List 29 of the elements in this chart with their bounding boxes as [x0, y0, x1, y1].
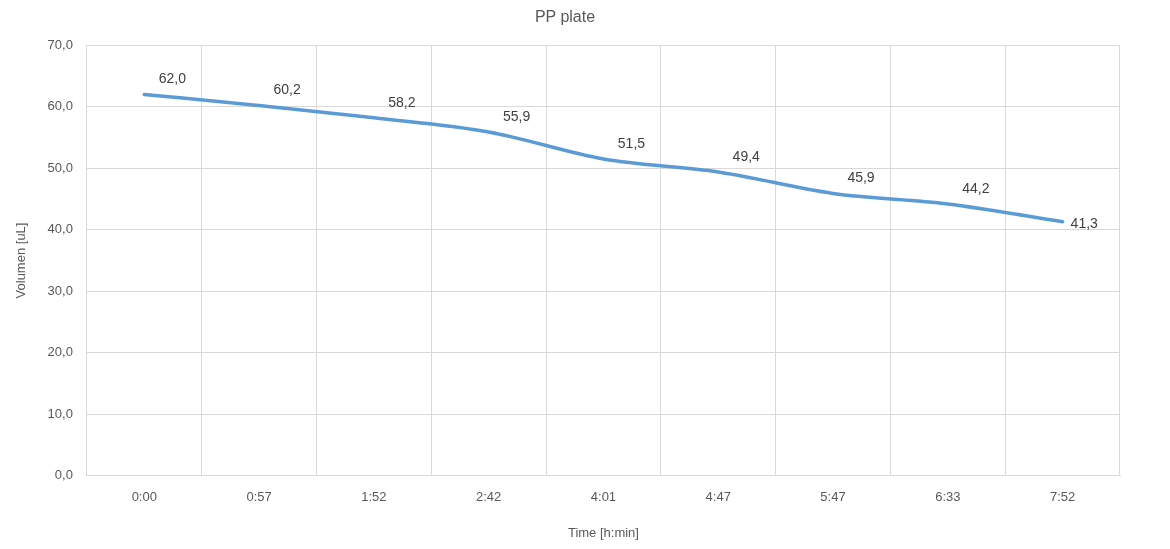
- x-axis-title: Time [h:min]: [567, 524, 639, 540]
- y-tick-label: 60,0: [47, 98, 73, 114]
- y-tick-label: 0,0: [54, 467, 73, 483]
- x-tick-label: 4:47: [705, 489, 731, 505]
- x-tick-label: 2:42: [476, 489, 502, 505]
- x-tick-label: 5:47: [820, 489, 846, 505]
- x-tick-label: 0:00: [131, 489, 157, 505]
- data-label: 60,2: [273, 81, 301, 98]
- y-tick-label: 70,0: [47, 36, 73, 52]
- y-tick-label: 10,0: [47, 405, 73, 421]
- data-label: 62,0: [158, 70, 187, 87]
- x-tick-label: 4:01: [590, 489, 617, 505]
- y-tick-label: 50,0: [47, 159, 73, 175]
- data-label: 58,2: [388, 93, 416, 110]
- x-tick-label: 6:33: [935, 489, 961, 505]
- y-tick-label: 40,0: [47, 221, 73, 237]
- y-tick-label: 30,0: [47, 282, 73, 298]
- data-label: 51,5: [617, 134, 646, 151]
- data-label: 45,9: [847, 169, 875, 186]
- chart-title: PP plate: [534, 8, 596, 26]
- data-label: 41,3: [1070, 214, 1099, 231]
- x-tick-label: 0:57: [246, 489, 272, 505]
- x-tick-label: 7:52: [1049, 489, 1076, 505]
- data-label: 44,2: [962, 179, 990, 196]
- x-tick-label: 1:52: [361, 489, 387, 505]
- data-label: 49,4: [732, 147, 761, 164]
- data-label: 55,9: [503, 107, 531, 124]
- y-tick-label: 20,0: [47, 344, 73, 360]
- y-axis-title: Volumen [uL]: [13, 222, 29, 299]
